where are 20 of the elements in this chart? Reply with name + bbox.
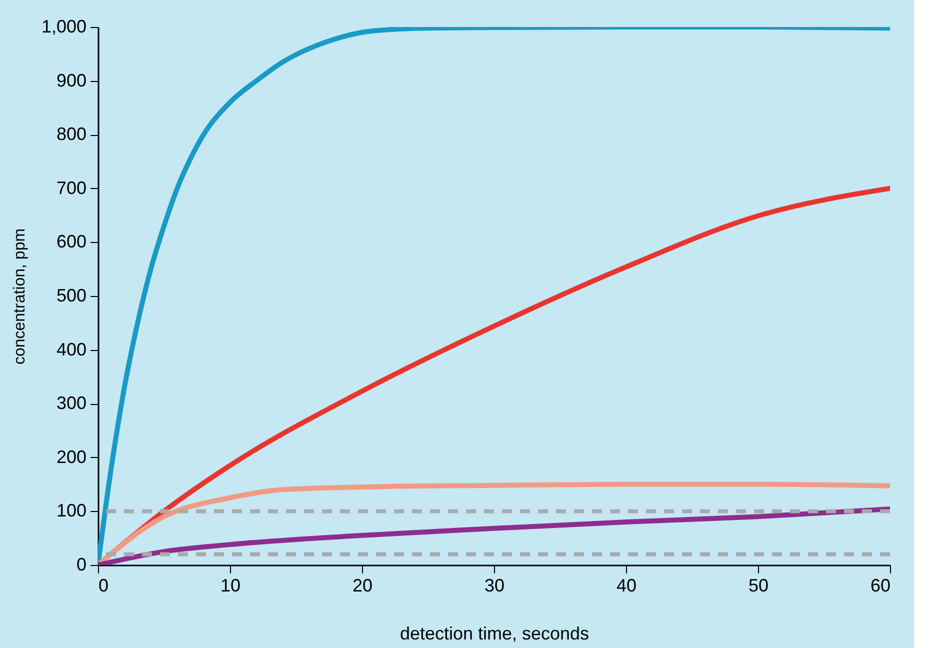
x-tick-label: 30 bbox=[484, 576, 505, 596]
x-tick-label: 10 bbox=[220, 576, 241, 596]
x-tick-label: 60 bbox=[870, 576, 890, 596]
y-tick-label: 800 bbox=[56, 124, 86, 144]
x-tick-label: 50 bbox=[748, 576, 769, 596]
y-axis-title: concentration, ppm bbox=[11, 228, 28, 365]
x-tick-label: 40 bbox=[616, 576, 637, 596]
y-tick-label: 0 bbox=[76, 554, 86, 574]
y-tick-label: 900 bbox=[56, 70, 86, 90]
y-tick-label: 500 bbox=[56, 286, 86, 306]
y-tick-label: 400 bbox=[56, 339, 86, 360]
y-tick-label: 200 bbox=[56, 446, 86, 467]
x-axis-title: detection time, seconds bbox=[400, 624, 590, 644]
x-tick-label: 0 bbox=[98, 576, 109, 596]
y-tick-label: 300 bbox=[56, 393, 86, 414]
y-tick-label: 700 bbox=[56, 178, 86, 198]
y-tick-label: 100 bbox=[56, 500, 86, 521]
y-tick-label: 1,000 bbox=[41, 16, 86, 36]
x-tick-label: 20 bbox=[352, 576, 373, 596]
y-tick-label: 600 bbox=[56, 232, 86, 252]
